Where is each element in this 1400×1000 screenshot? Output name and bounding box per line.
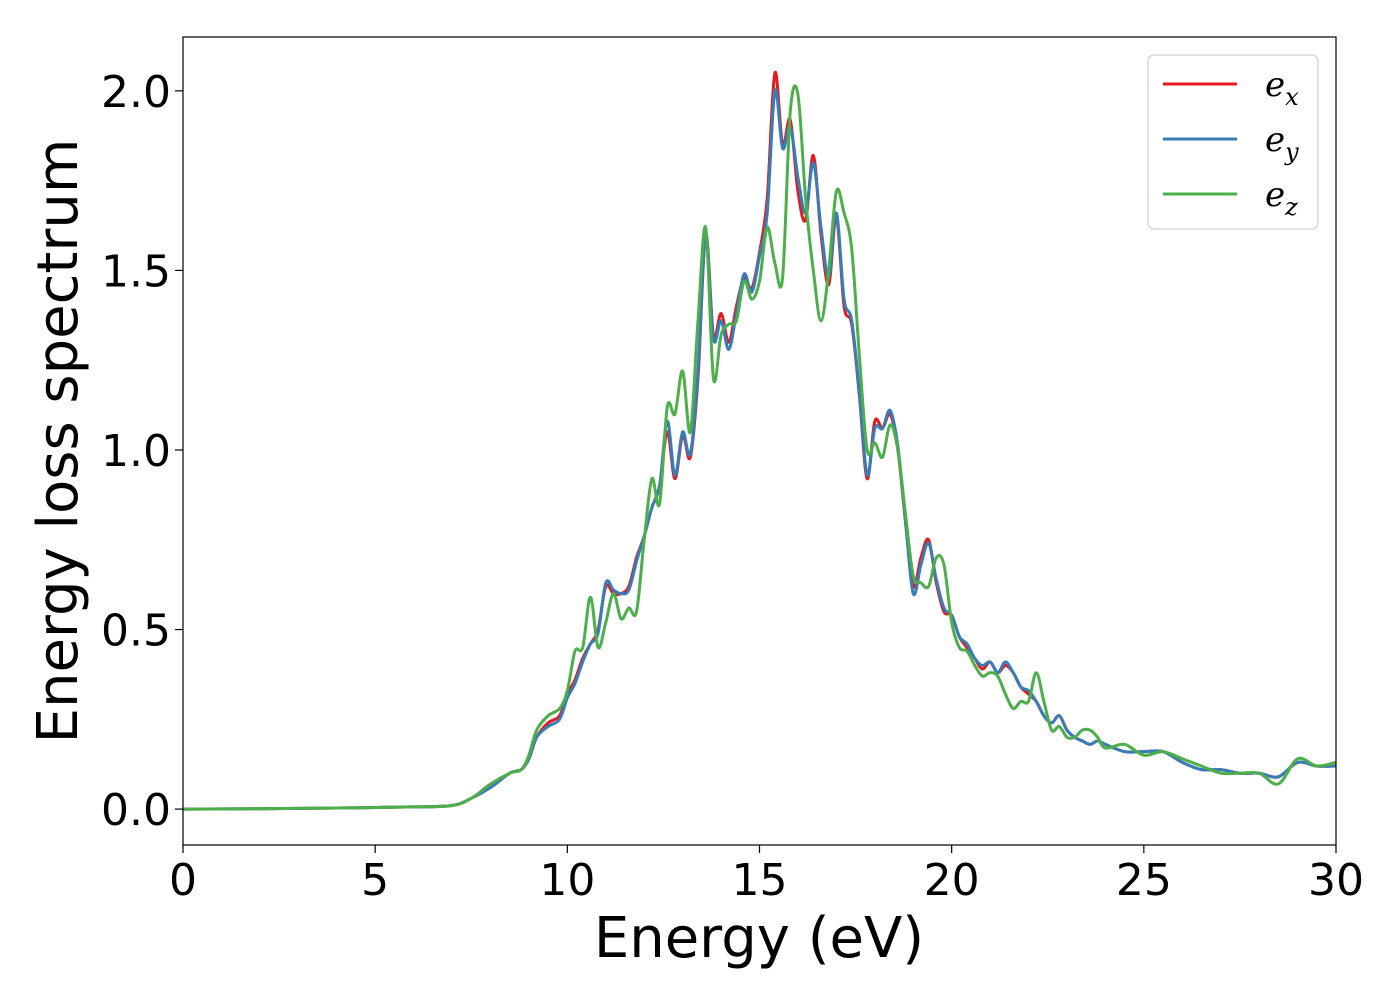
legend-label-e-x: ex bbox=[1265, 65, 1299, 111]
legend: ex ey ez bbox=[1147, 54, 1319, 230]
x-tick-label: 30 bbox=[1308, 855, 1364, 906]
x-tick-label: 20 bbox=[924, 855, 980, 906]
x-tick-label: 25 bbox=[1116, 855, 1172, 906]
y-tick-label: 1.0 bbox=[101, 426, 171, 477]
y-tick-label: 0.0 bbox=[101, 785, 171, 836]
legend-box bbox=[1147, 54, 1319, 230]
y-tick-label: 0.5 bbox=[101, 606, 171, 657]
x-tick-label: 5 bbox=[361, 855, 389, 906]
x-axis-title: Energy (eV) bbox=[594, 906, 924, 971]
y-tick-label: 1.5 bbox=[101, 246, 171, 297]
plot-area bbox=[183, 71, 1336, 811]
x-axis-ticks: 0 5 10 15 20 25 30 bbox=[169, 845, 1364, 906]
y-axis-ticks: 0.0 0.5 1.0 1.5 2.0 bbox=[101, 67, 183, 836]
legend-label-e-y: ey bbox=[1265, 120, 1299, 166]
y-axis-title: Energy loss spectrum bbox=[26, 139, 91, 744]
legend-label-e-z: ez bbox=[1265, 175, 1298, 221]
series-line-e-z bbox=[183, 84, 1336, 811]
x-tick-label: 0 bbox=[169, 855, 197, 906]
y-tick-label: 2.0 bbox=[101, 67, 171, 118]
x-tick-label: 10 bbox=[539, 855, 595, 906]
series-layer bbox=[183, 71, 1336, 811]
x-tick-label: 15 bbox=[732, 855, 788, 906]
